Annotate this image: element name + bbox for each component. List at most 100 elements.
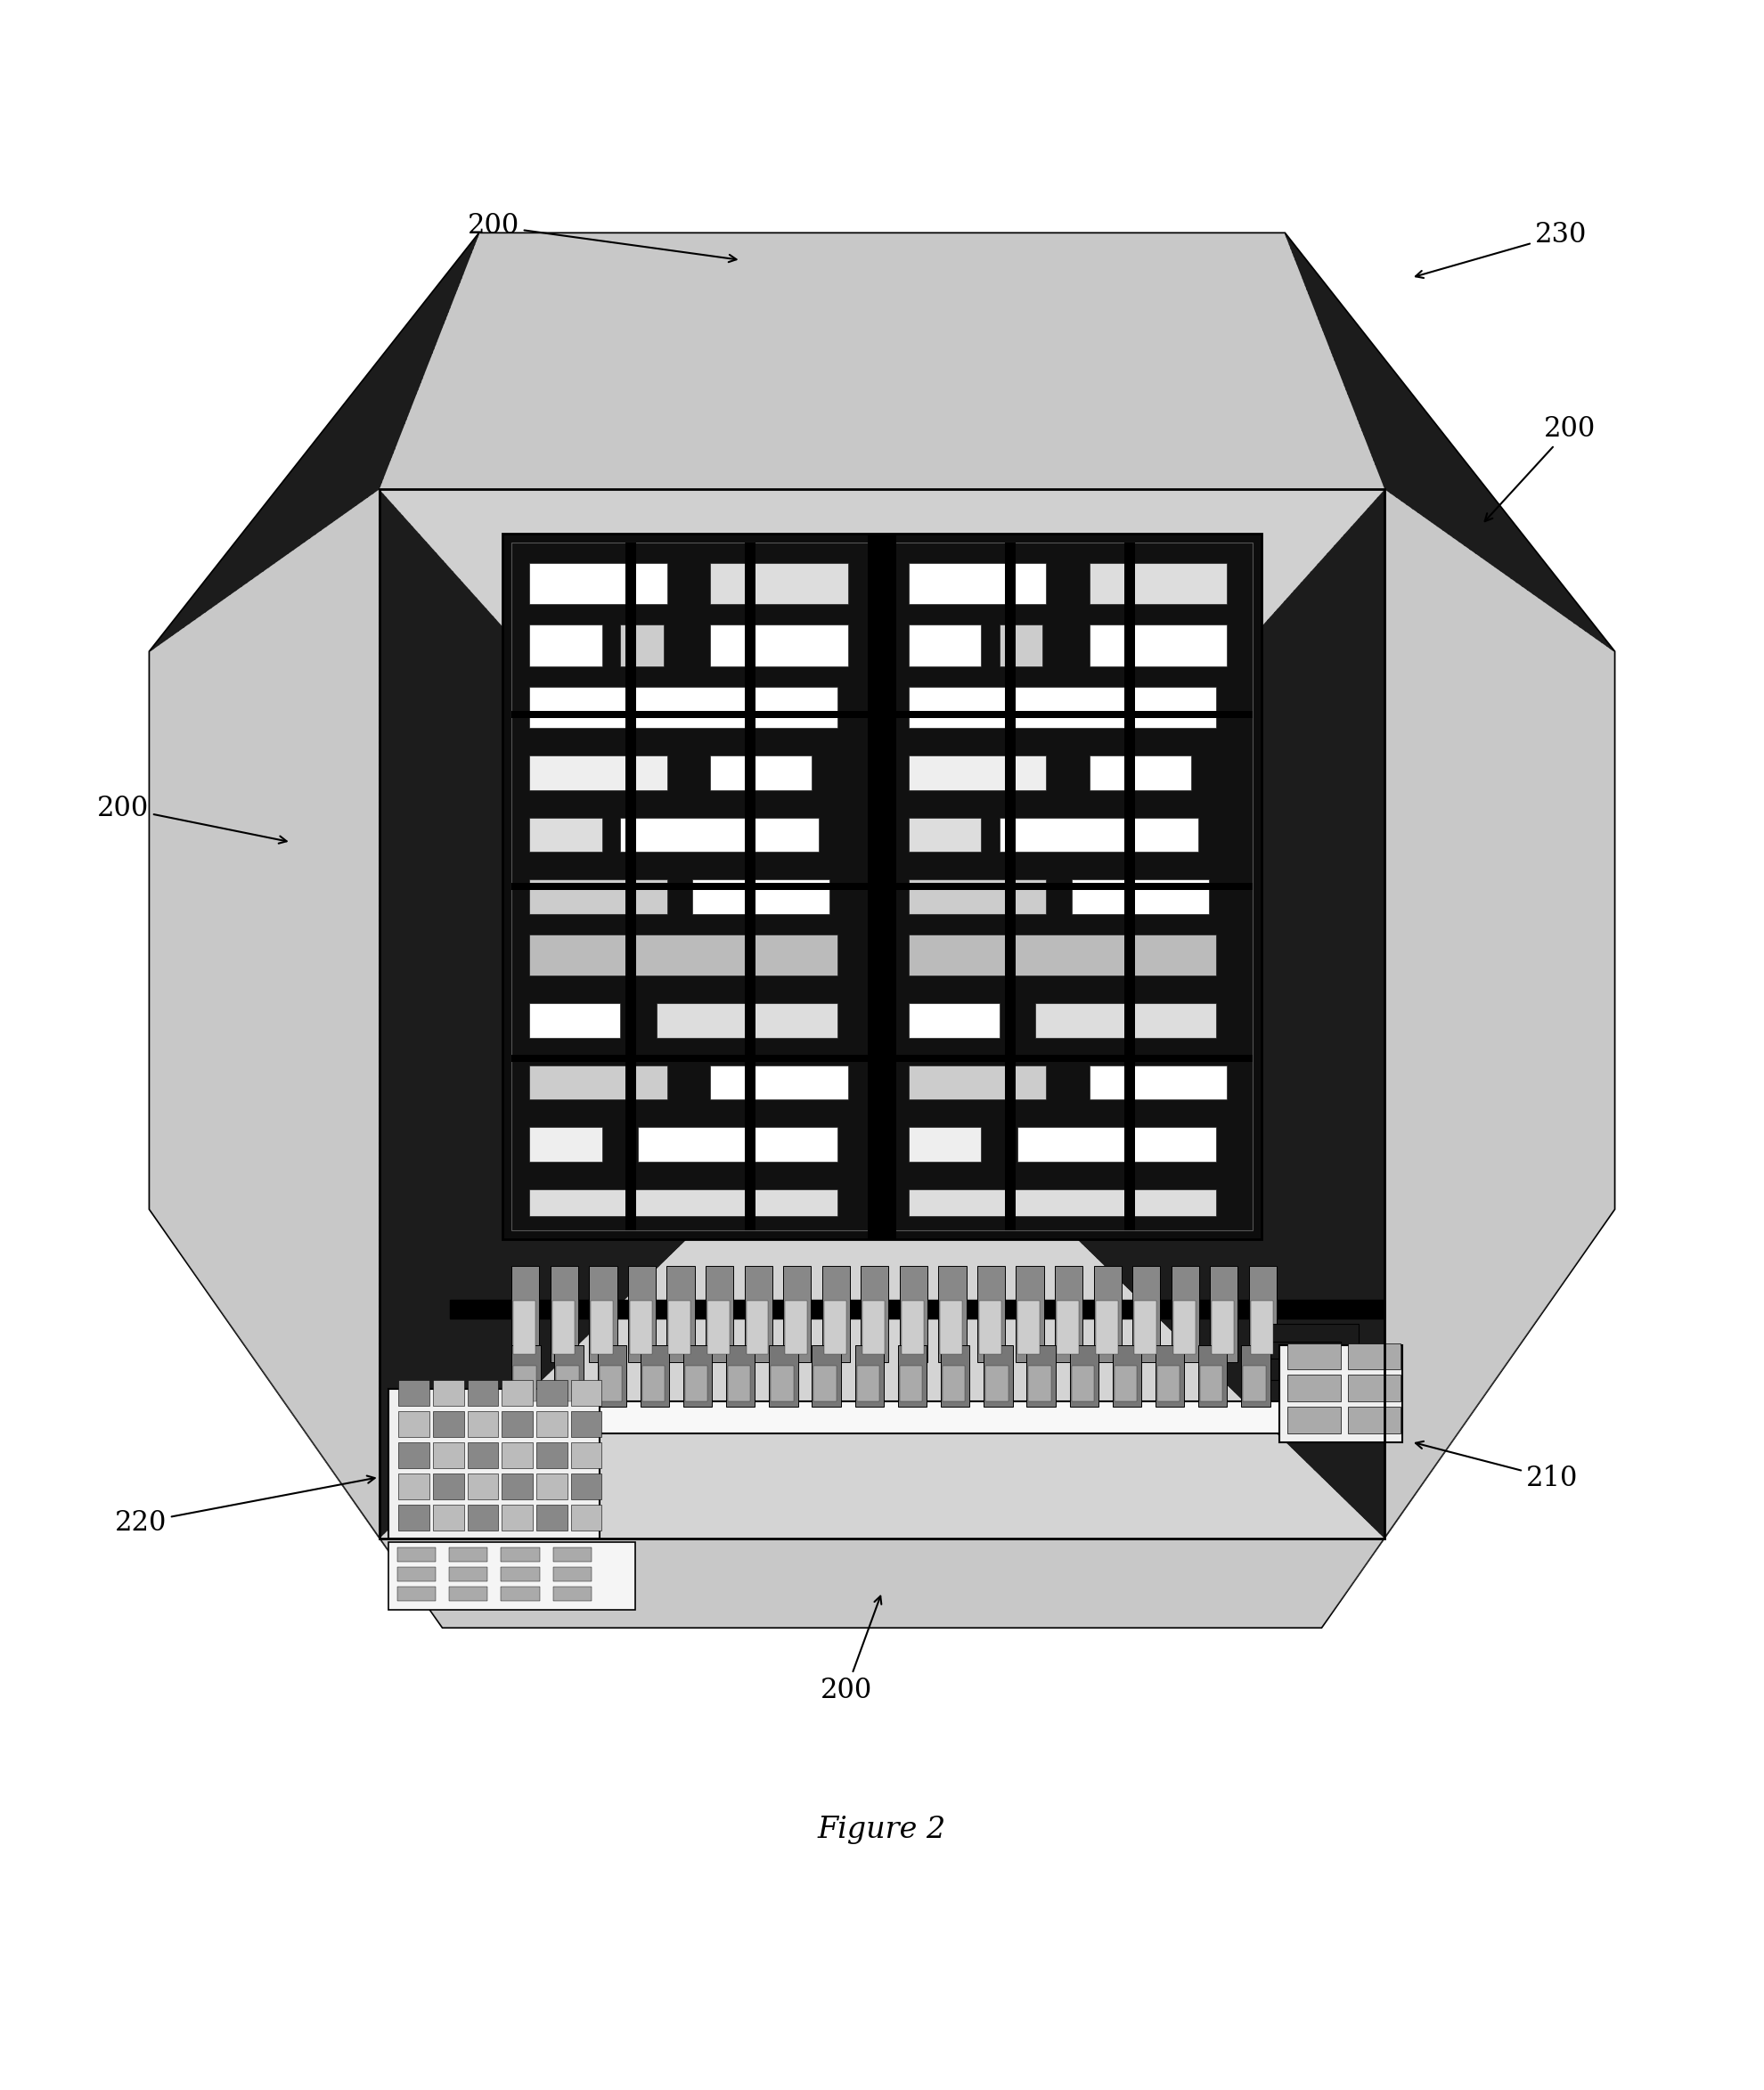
Bar — [785, 1300, 808, 1354]
Bar — [501, 1473, 533, 1499]
Bar — [1249, 1264, 1277, 1363]
Bar — [572, 1473, 602, 1499]
Bar — [388, 1390, 600, 1538]
Bar — [1200, 1367, 1222, 1400]
Bar — [940, 1300, 963, 1354]
Bar — [1095, 1300, 1118, 1354]
Bar — [630, 1300, 653, 1354]
Bar — [711, 625, 848, 667]
Polygon shape — [379, 1538, 1385, 1628]
Bar — [434, 1379, 464, 1407]
Bar — [1270, 1342, 1341, 1363]
Bar — [1348, 1407, 1401, 1434]
Bar — [898, 1344, 926, 1407]
Bar — [824, 1300, 847, 1354]
Bar — [908, 1066, 1046, 1099]
Bar — [938, 1264, 967, 1363]
Bar — [891, 882, 1252, 890]
Bar — [1132, 1264, 1161, 1363]
Bar — [746, 1300, 769, 1354]
Text: 220: 220 — [115, 1476, 374, 1536]
Bar — [512, 882, 873, 890]
Bar — [857, 1367, 878, 1400]
Bar — [984, 1344, 1013, 1407]
Bar — [863, 1300, 886, 1354]
Polygon shape — [379, 489, 1385, 1049]
Bar — [448, 1568, 487, 1582]
Bar — [572, 1379, 602, 1407]
Bar — [901, 1300, 924, 1354]
Polygon shape — [379, 1049, 1385, 1538]
Bar — [1270, 1358, 1323, 1379]
Polygon shape — [379, 489, 882, 1538]
Bar — [512, 1055, 873, 1062]
Bar — [503, 533, 1261, 1239]
Bar — [1027, 1344, 1055, 1407]
Bar — [554, 1568, 593, 1582]
Bar — [621, 625, 663, 667]
Bar — [908, 1189, 1217, 1216]
Bar — [683, 1344, 713, 1407]
Bar — [711, 562, 848, 604]
Bar — [513, 1367, 536, 1400]
Bar — [467, 1505, 499, 1530]
Bar — [942, 1367, 965, 1400]
Bar — [397, 1586, 436, 1601]
Bar — [977, 1264, 1005, 1363]
Bar — [529, 817, 602, 853]
Bar — [434, 1442, 464, 1467]
Polygon shape — [1321, 1208, 1614, 1628]
Bar — [529, 934, 836, 976]
Bar — [1279, 1344, 1402, 1442]
Bar — [512, 711, 873, 717]
Bar — [822, 1264, 850, 1363]
Bar — [1157, 1367, 1180, 1400]
Bar — [1016, 1264, 1044, 1363]
Bar — [501, 1549, 540, 1561]
Bar — [554, 1549, 593, 1561]
Bar — [529, 625, 602, 667]
Bar — [450, 1300, 1385, 1319]
Bar — [669, 1300, 691, 1354]
Bar — [501, 1442, 533, 1467]
Text: Figure 2: Figure 2 — [818, 1816, 946, 1843]
Bar — [1005, 541, 1016, 1231]
Polygon shape — [150, 489, 379, 1538]
Bar — [529, 880, 667, 913]
Bar — [908, 562, 1046, 604]
Bar — [1113, 1344, 1141, 1407]
Bar — [552, 1300, 575, 1354]
Bar — [529, 1189, 836, 1216]
Bar — [729, 1367, 750, 1400]
Bar — [621, 817, 818, 853]
Bar — [467, 1379, 499, 1407]
Bar — [434, 1505, 464, 1530]
Bar — [448, 1549, 487, 1561]
Bar — [1090, 757, 1191, 790]
Bar — [769, 1344, 797, 1407]
Bar — [1069, 1344, 1099, 1407]
Bar — [667, 1264, 695, 1363]
Bar — [1035, 1003, 1217, 1037]
Bar — [529, 757, 667, 790]
Bar — [979, 1300, 1002, 1354]
Bar — [1057, 1300, 1080, 1354]
Bar — [908, 1127, 981, 1162]
Bar — [908, 817, 981, 853]
Bar — [388, 1542, 635, 1609]
Polygon shape — [150, 234, 480, 652]
Bar — [908, 757, 1046, 790]
Bar — [861, 1264, 889, 1363]
Bar — [399, 1442, 430, 1467]
Bar — [1094, 1264, 1122, 1363]
Bar — [642, 1367, 665, 1400]
Bar — [744, 541, 755, 1231]
Bar — [940, 1344, 970, 1407]
Bar — [467, 1411, 499, 1438]
Bar — [639, 1127, 836, 1162]
Bar — [908, 880, 1046, 913]
Bar — [434, 1473, 464, 1499]
Bar — [1173, 1300, 1196, 1354]
Bar — [1071, 1367, 1094, 1400]
Polygon shape — [1284, 234, 1614, 652]
